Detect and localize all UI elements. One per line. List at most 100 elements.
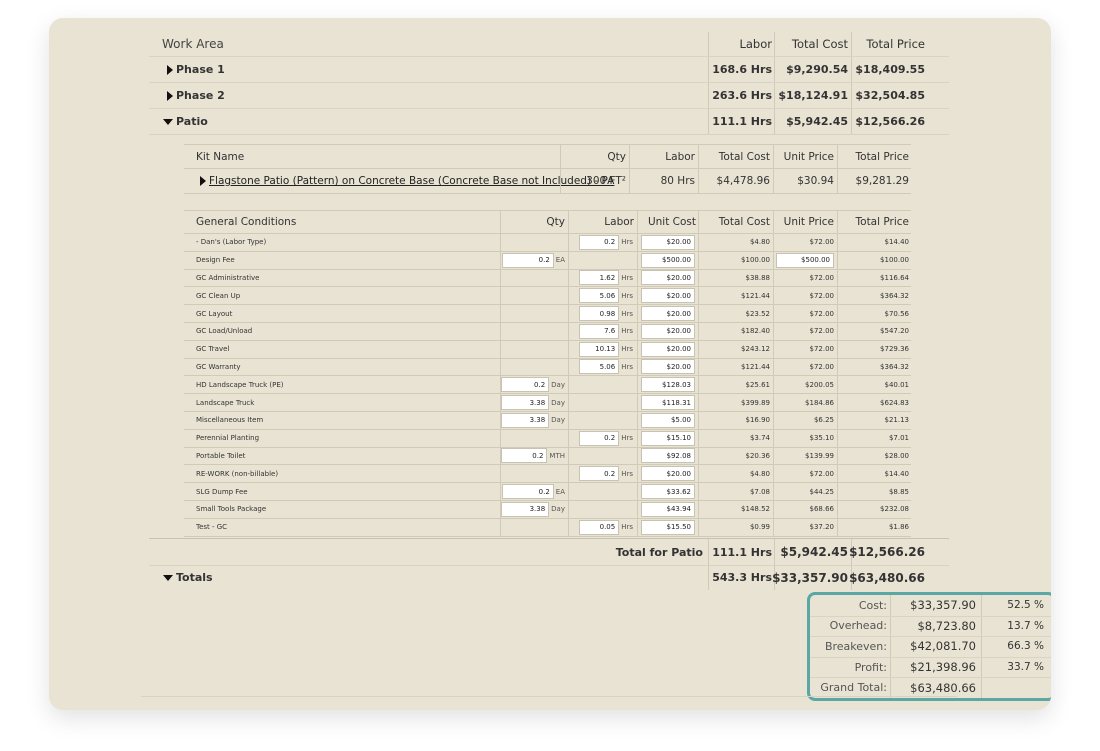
labor-unit: Hrs bbox=[621, 362, 633, 371]
unit-cost-input[interactable]: $33.62 bbox=[641, 484, 695, 500]
gc-qty-cell: 3.38 Day bbox=[501, 501, 565, 518]
labor-input[interactable]: 1.62 bbox=[579, 270, 620, 286]
totals-toggle[interactable]: Totals bbox=[163, 565, 213, 590]
kit-labor: 80 Hrs bbox=[660, 175, 695, 187]
gc-item-name: Design Fee bbox=[196, 256, 235, 265]
general-conditions-table: General Conditions Qty Labor Unit Cost T… bbox=[184, 210, 911, 538]
totals-labor: 543.3 Hrs bbox=[712, 571, 772, 584]
unit-cost-input[interactable]: $20.00 bbox=[641, 341, 695, 357]
summary-label: Profit: bbox=[854, 660, 887, 674]
phase-row[interactable]: Phase 2 263.6 Hrs $18,124.91 $32,504.85 bbox=[149, 83, 949, 109]
labor-input[interactable]: 5.06 bbox=[579, 288, 620, 304]
qty-input[interactable]: 3.38 bbox=[501, 501, 550, 517]
gc-unit-price: $72.00 bbox=[809, 309, 835, 318]
gc-total-price: $100.00 bbox=[880, 256, 909, 265]
qty-input[interactable]: 0.2 bbox=[501, 252, 554, 268]
expand-arrow-icon[interactable] bbox=[200, 176, 206, 186]
qty-unit: Day bbox=[551, 505, 565, 514]
unit-cost-input[interactable]: $20.00 bbox=[641, 466, 695, 482]
phase-toggle[interactable]: Phase 1 bbox=[167, 57, 225, 82]
collapse-arrow-icon[interactable] bbox=[163, 118, 173, 125]
gc-row: Design Fee 0.2 EA $500.00 $100.00 $500.00 $100… bbox=[184, 251, 911, 270]
unit-cost-input[interactable]: $20.00 bbox=[641, 306, 695, 322]
phase-labor: 168.6 Hrs bbox=[712, 63, 772, 76]
kit-name-link[interactable]: Flagstone Patio (Pattern) on Concrete Ba… bbox=[209, 175, 615, 187]
gc-unit-cost-cell: $33.62 bbox=[641, 483, 695, 500]
summary-percent: 13.7 % bbox=[1007, 619, 1044, 632]
expand-arrow-icon[interactable] bbox=[167, 90, 173, 101]
phase-label: Phase 1 bbox=[176, 63, 225, 76]
unit-cost-input[interactable]: $500.00 bbox=[641, 252, 695, 268]
qty-unit: Day bbox=[551, 380, 565, 389]
unit-cost-input[interactable]: $15.10 bbox=[641, 430, 695, 446]
gc-item-name: Test - GC bbox=[196, 523, 228, 532]
unit-price-input[interactable]: $500.00 bbox=[776, 252, 834, 268]
gc-row: GC Layout 0.98 Hrs $20.00 $23.52 $72.00 $70.56 bbox=[184, 305, 911, 323]
gc-unit-price: $72.00 bbox=[809, 345, 835, 354]
gc-total-cost: $243.12 bbox=[741, 345, 770, 354]
labor-input[interactable]: 0.2 bbox=[579, 234, 620, 250]
labor-input[interactable]: 7.6 bbox=[579, 323, 620, 339]
gc-total-price: $116.64 bbox=[880, 273, 909, 282]
kit-toggle[interactable]: Flagstone Patio (Pattern) on Concrete Ba… bbox=[200, 169, 614, 193]
gc-total-cost: $148.52 bbox=[741, 505, 770, 514]
labor-input[interactable]: 0.05 bbox=[579, 519, 620, 535]
kit-unit-price: $30.94 bbox=[797, 175, 834, 187]
gc-total-cost: $16.90 bbox=[745, 416, 771, 425]
unit-cost-input[interactable]: $15.50 bbox=[641, 519, 695, 535]
labor-input[interactable]: 0.2 bbox=[579, 466, 620, 482]
gc-row: HD Landscape Truck (PE) 0.2 Day $128.03 $25.… bbox=[184, 376, 911, 395]
summary-row: Cost: $33,357.90 52.5 % bbox=[810, 595, 1051, 617]
totals-label: Totals bbox=[176, 571, 213, 584]
unit-cost-input[interactable]: $92.08 bbox=[641, 448, 695, 464]
table-header: Work Area Labor Total Cost Total Price bbox=[149, 32, 949, 57]
expand-arrow-icon[interactable] bbox=[167, 64, 173, 75]
gc-qty-cell: 3.38 Day bbox=[501, 412, 565, 429]
qty-input[interactable]: 0.2 bbox=[501, 377, 550, 393]
gc-unit-cost-cell: $92.08 bbox=[641, 448, 695, 465]
phase-price: $12,566.26 bbox=[855, 115, 925, 128]
labor-input[interactable]: 5.06 bbox=[579, 359, 620, 375]
unit-cost-input[interactable]: $20.00 bbox=[641, 270, 695, 286]
unit-cost-input[interactable]: $128.03 bbox=[641, 377, 695, 393]
labor-input[interactable]: 0.98 bbox=[579, 306, 620, 322]
unit-cost-input[interactable]: $20.00 bbox=[641, 323, 695, 339]
gc-labor-cell: 0.2 Hrs bbox=[569, 465, 633, 482]
labor-unit: Hrs bbox=[621, 309, 633, 318]
phase-cost: $18,124.91 bbox=[778, 89, 848, 102]
patio-total-cost: $5,942.45 bbox=[780, 545, 848, 559]
summary-row: Breakeven: $42,081.70 66.3 % bbox=[810, 636, 1051, 658]
qty-input[interactable]: 0.2 bbox=[501, 448, 548, 464]
gc-item-name: HD Landscape Truck (PE) bbox=[196, 380, 284, 389]
unit-cost-input[interactable]: $118.31 bbox=[641, 395, 695, 411]
unit-cost-input[interactable]: $20.00 bbox=[641, 359, 695, 375]
qty-unit: Day bbox=[551, 416, 565, 425]
unit-cost-input[interactable]: $20.00 bbox=[641, 234, 695, 250]
phase-toggle[interactable]: Phase 2 bbox=[167, 83, 225, 108]
phase-toggle[interactable]: Patio bbox=[163, 109, 208, 134]
labor-input[interactable]: 0.2 bbox=[579, 430, 620, 446]
qty-unit: EA bbox=[555, 256, 565, 265]
kit-total-cost-header: Total Cost bbox=[718, 150, 770, 163]
collapse-arrow-icon[interactable] bbox=[163, 574, 173, 581]
patio-total-price: $12,566.26 bbox=[849, 545, 925, 559]
phase-row[interactable]: Patio 111.1 Hrs $5,942.45 $12,566.26 bbox=[149, 109, 949, 135]
gc-unit-price: $72.00 bbox=[809, 291, 835, 300]
gc-row: GC Load/Unload 7.6 Hrs $20.00 $182.40 $72.00 $… bbox=[184, 323, 911, 341]
unit-cost-input[interactable]: $20.00 bbox=[641, 288, 695, 304]
qty-input[interactable]: 0.2 bbox=[501, 484, 554, 500]
totals-row[interactable]: Totals 543.3 Hrs $33,357.90 $63,480.66 bbox=[149, 565, 949, 590]
qty-input[interactable]: 3.38 bbox=[501, 412, 550, 428]
unit-cost-input[interactable]: $5.00 bbox=[641, 412, 695, 428]
gc-labor-cell: 0.2 Hrs bbox=[569, 234, 633, 251]
qty-unit: EA bbox=[555, 487, 565, 496]
unit-cost-input[interactable]: $43.94 bbox=[641, 501, 695, 517]
labor-input[interactable]: 10.13 bbox=[579, 341, 620, 357]
gc-item-name: GC Travel bbox=[196, 345, 230, 354]
gc-unit-price: $200.05 bbox=[805, 380, 834, 389]
gc-unit-cost-cell: $15.10 bbox=[641, 430, 695, 447]
gc-labor-cell: 7.6 Hrs bbox=[569, 323, 633, 340]
phase-row[interactable]: Phase 1 168.6 Hrs $9,290.54 $18,409.55 bbox=[149, 57, 949, 83]
qty-input[interactable]: 3.38 bbox=[501, 395, 550, 411]
gc-unit-price: $184.86 bbox=[805, 398, 834, 407]
